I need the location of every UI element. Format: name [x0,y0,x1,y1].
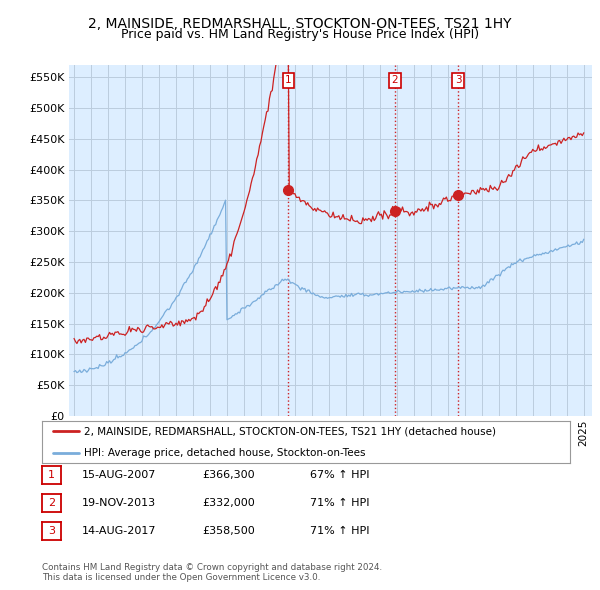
Text: 14-AUG-2017: 14-AUG-2017 [82,526,157,536]
Text: 2, MAINSIDE, REDMARSHALL, STOCKTON-ON-TEES, TS21 1HY (detached house): 2, MAINSIDE, REDMARSHALL, STOCKTON-ON-TE… [84,427,496,436]
Text: Contains HM Land Registry data © Crown copyright and database right 2024.
This d: Contains HM Land Registry data © Crown c… [42,563,382,582]
Text: 1: 1 [285,76,292,86]
Text: 2: 2 [48,498,55,507]
Text: 71% ↑ HPI: 71% ↑ HPI [310,526,370,536]
Text: 15-AUG-2007: 15-AUG-2007 [82,470,157,480]
Text: 1: 1 [48,470,55,480]
Text: 2, MAINSIDE, REDMARSHALL, STOCKTON-ON-TEES, TS21 1HY: 2, MAINSIDE, REDMARSHALL, STOCKTON-ON-TE… [88,17,512,31]
Text: 3: 3 [455,76,461,86]
Text: Price paid vs. HM Land Registry's House Price Index (HPI): Price paid vs. HM Land Registry's House … [121,28,479,41]
Text: £358,500: £358,500 [202,526,255,536]
Text: £332,000: £332,000 [202,498,255,507]
Text: 2: 2 [392,76,398,86]
Text: 19-NOV-2013: 19-NOV-2013 [82,498,157,507]
Text: 67% ↑ HPI: 67% ↑ HPI [310,470,370,480]
Text: 3: 3 [48,526,55,536]
Text: HPI: Average price, detached house, Stockton-on-Tees: HPI: Average price, detached house, Stoc… [84,448,366,457]
Text: 71% ↑ HPI: 71% ↑ HPI [310,498,370,507]
Text: £366,300: £366,300 [202,470,255,480]
